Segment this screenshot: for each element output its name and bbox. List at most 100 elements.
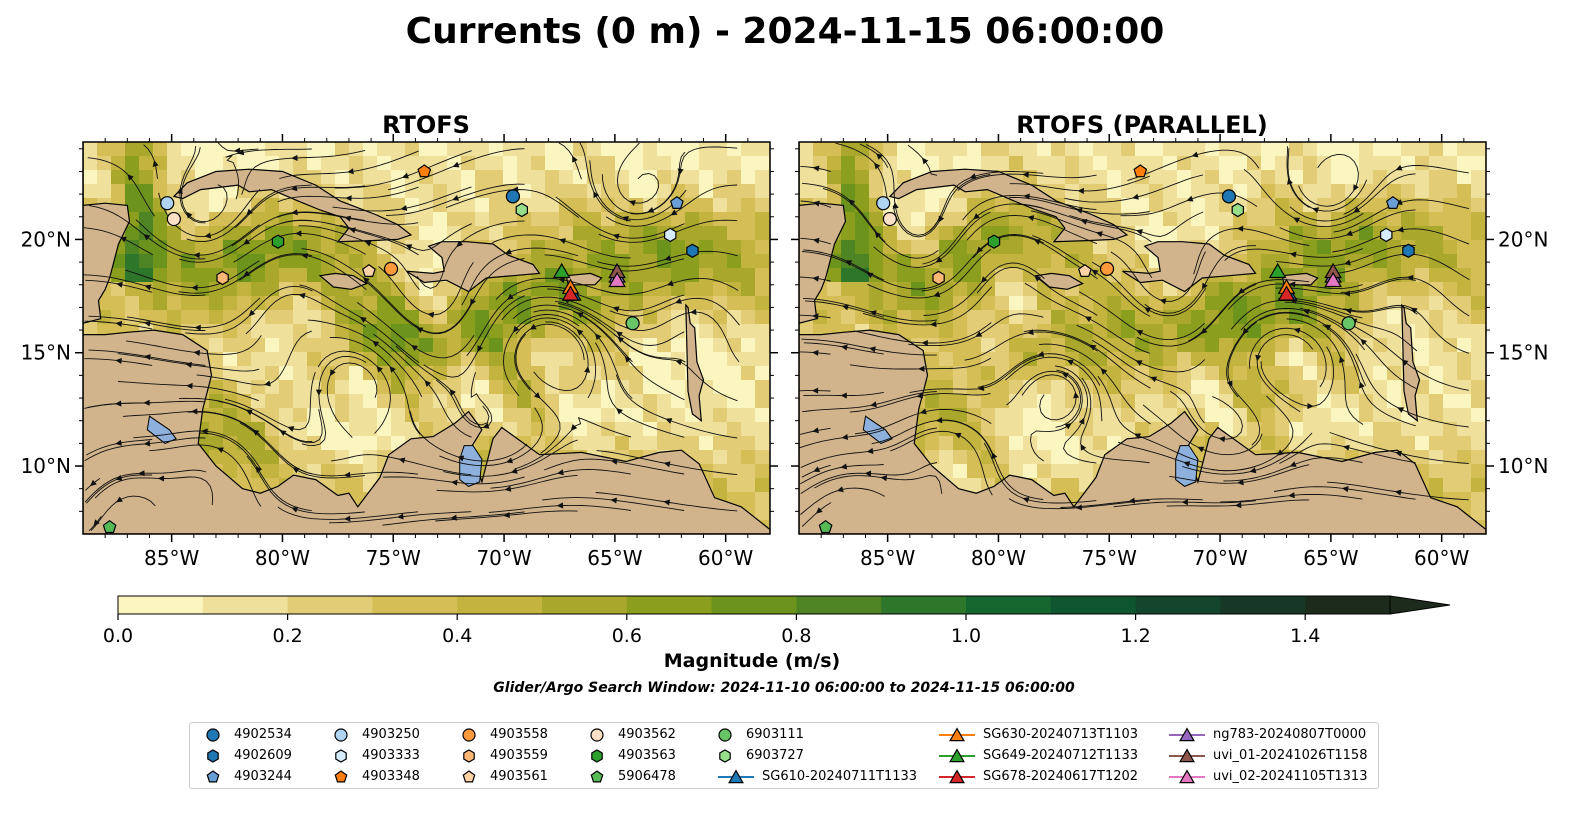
magnitude-cell xyxy=(489,338,504,353)
magnitude-cell xyxy=(629,170,644,185)
magnitude-cell xyxy=(1023,338,1038,353)
streamline-arrow xyxy=(593,191,599,199)
magnitude-cell xyxy=(1289,226,1304,241)
magnitude-cell xyxy=(433,408,448,423)
magnitude-cell xyxy=(981,394,996,409)
magnitude-cell xyxy=(587,338,602,353)
streamline-arrow xyxy=(1394,489,1402,496)
magnitude-cell xyxy=(1387,310,1402,325)
magnitude-cell xyxy=(629,268,644,283)
magnitude-cell xyxy=(251,408,266,423)
streamline-arrow xyxy=(919,408,927,415)
magnitude-cell xyxy=(1429,422,1444,437)
magnitude-cell xyxy=(713,170,728,185)
magnitude-cell xyxy=(643,240,658,255)
magnitude-cell xyxy=(1317,366,1332,381)
magnitude-cell xyxy=(1331,380,1346,395)
legend-label: 4903561 xyxy=(490,769,548,784)
magnitude-cell xyxy=(1471,226,1486,241)
magnitude-cell xyxy=(1107,310,1122,325)
magnitude-cell xyxy=(181,142,196,157)
magnitude-cell xyxy=(1079,324,1094,339)
streamline-arrow xyxy=(991,452,998,460)
magnitude-cell xyxy=(419,422,434,437)
magnitude-cell xyxy=(671,324,686,339)
magnitude-cell xyxy=(911,240,926,255)
magnitude-cell xyxy=(1149,324,1164,339)
magnitude-cell xyxy=(307,338,322,353)
magnitude-cell xyxy=(741,212,756,227)
magnitude-cell xyxy=(475,170,490,185)
land-polygon xyxy=(888,168,1129,243)
magnitude-cell xyxy=(671,408,686,423)
magnitude-cell xyxy=(995,380,1010,395)
magnitude-cell xyxy=(293,380,308,395)
magnitude-cell xyxy=(377,240,392,255)
magnitude-cell xyxy=(1205,408,1220,423)
magnitude-cell xyxy=(1079,156,1094,171)
streamline-arrow xyxy=(1034,275,1041,282)
magnitude-cell xyxy=(967,282,982,297)
magnitude-cell xyxy=(741,282,756,297)
magnitude-cell xyxy=(755,380,770,395)
magnitude-cell xyxy=(1303,324,1318,339)
magnitude-cell xyxy=(503,324,518,339)
magnitude-cell xyxy=(741,226,756,241)
magnitude-cell xyxy=(1359,198,1374,213)
magnitude-cell xyxy=(1009,380,1024,395)
magnitude-cell xyxy=(1415,282,1430,297)
streamline-arrow xyxy=(405,244,413,250)
magnitude-cell xyxy=(1261,338,1276,353)
magnitude-cell xyxy=(1205,184,1220,199)
marker-6903727 xyxy=(515,202,529,218)
magnitude-cell xyxy=(1457,478,1472,493)
magnitude-cell xyxy=(167,170,182,185)
magnitude-cell xyxy=(531,156,546,171)
x-tick-label: 75°W xyxy=(366,546,421,570)
magnitude-cell xyxy=(1471,338,1486,353)
x-tick-label: 85°W xyxy=(144,546,199,570)
streamline-arrow xyxy=(93,519,100,527)
magnitude-cell xyxy=(377,352,392,367)
magnitude-cell xyxy=(363,436,378,451)
legend-marker xyxy=(462,770,476,783)
magnitude-cell xyxy=(349,352,364,367)
magnitude-cell xyxy=(1429,268,1444,283)
magnitude-cell xyxy=(855,254,870,269)
magnitude-cell xyxy=(377,436,392,451)
magnitude-cell xyxy=(209,380,224,395)
magnitude-cell xyxy=(897,296,912,311)
magnitude-cell xyxy=(1163,380,1178,395)
streamline-arrow xyxy=(1302,308,1310,315)
magnitude-cell xyxy=(1289,156,1304,171)
magnitude-cell xyxy=(1247,254,1262,269)
streamline-arrow xyxy=(1339,356,1345,363)
magnitude-cell xyxy=(1107,324,1122,339)
magnitude-cell xyxy=(1331,394,1346,409)
map-frame xyxy=(82,141,771,535)
magnitude-cell xyxy=(1275,352,1290,367)
magnitude-cell xyxy=(503,338,518,353)
magnitude-cell xyxy=(1177,226,1192,241)
streamline-arrow xyxy=(556,502,564,509)
streamline-arrow xyxy=(482,422,490,429)
magnitude-cell xyxy=(1149,142,1164,157)
magnitude-cell xyxy=(1471,142,1486,157)
magnitude-cell xyxy=(769,450,770,465)
magnitude-cell xyxy=(1191,324,1206,339)
magnitude-cell xyxy=(1051,254,1066,269)
magnitude-cell xyxy=(841,310,856,325)
magnitude-cell xyxy=(1331,226,1346,241)
magnitude-cell xyxy=(601,338,616,353)
y-tick-label: 20°N xyxy=(21,227,71,251)
magnitude-cell xyxy=(237,310,252,325)
streamline-arrow xyxy=(1343,290,1351,297)
magnitude-cell xyxy=(1415,212,1430,227)
magnitude-cell xyxy=(981,338,996,353)
magnitude-cell xyxy=(1009,226,1024,241)
streamline xyxy=(801,338,937,356)
magnitude-cell xyxy=(391,352,406,367)
magnitude-cell xyxy=(503,142,518,157)
magnitude-cell xyxy=(97,142,112,157)
magnitude-cell xyxy=(125,226,140,241)
